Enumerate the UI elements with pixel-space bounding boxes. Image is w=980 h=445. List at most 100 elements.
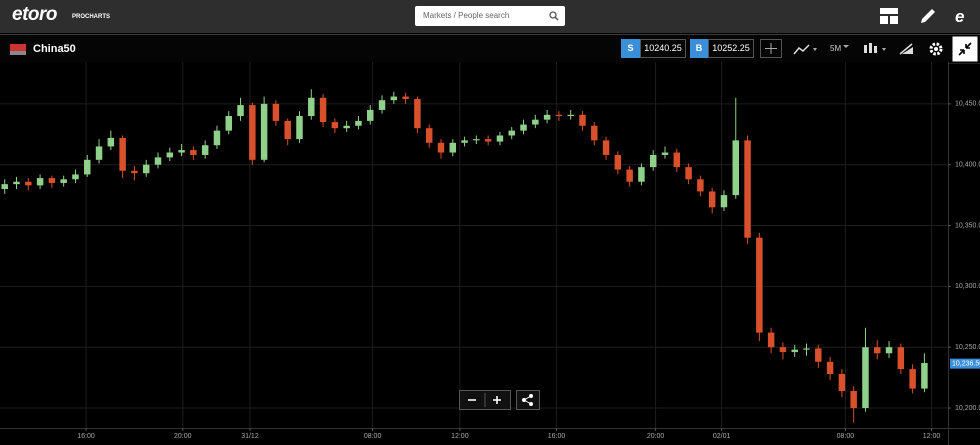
zoom-controls: [459, 390, 511, 410]
candle-body: [402, 96, 409, 99]
candle-body: [685, 167, 692, 180]
flag-icon: [10, 44, 26, 55]
candle-body: [296, 116, 303, 140]
candle-body: [60, 179, 67, 183]
x-tick-label: 20:00: [174, 433, 192, 440]
x-tick-label: 31/12: [241, 433, 259, 440]
candle-body: [1, 184, 8, 190]
y-tick-label: 10,200.0: [955, 405, 980, 412]
candle-body: [437, 142, 445, 153]
candle-body: [166, 152, 174, 158]
candle-body: [225, 116, 232, 131]
candle-body: [897, 347, 905, 370]
candle-body: [921, 363, 928, 389]
indicators-icon[interactable]: [862, 41, 888, 57]
sell-button[interactable]: S: [621, 39, 640, 58]
x-tick-label: 12:00: [451, 433, 469, 440]
draw-icon[interactable]: [918, 6, 936, 26]
candle-body: [673, 152, 681, 168]
candle-body: [13, 181, 20, 185]
candle-body: [744, 140, 751, 238]
svg-text:e: e: [955, 7, 964, 26]
logo[interactable]: etoro: [12, 4, 58, 25]
toolbar: China50 S 10240.25 B 10252.25 5M: [0, 34, 980, 64]
candle-body: [25, 181, 32, 186]
y-tick-label: 10,400.0: [955, 162, 980, 169]
candle-body: [461, 140, 468, 143]
share-button[interactable]: [516, 390, 540, 410]
candle-body: [626, 169, 633, 182]
y-tick-label: 10,300.0: [955, 283, 980, 290]
candle-body: [885, 347, 893, 354]
search-placeholder: Markets / People search: [423, 11, 510, 20]
candle-body: [732, 140, 740, 196]
candle-body: [484, 139, 492, 142]
candle-body: [708, 191, 716, 208]
candle-body: [697, 179, 704, 192]
sell-price[interactable]: 10240.25: [640, 39, 686, 58]
candle-body: [661, 152, 669, 155]
zoom-icons: [468, 393, 501, 407]
search-box[interactable]: Markets / People search: [415, 6, 565, 26]
collapse-button[interactable]: [952, 36, 978, 62]
x-tick-label: 12:00: [923, 433, 941, 440]
candle-body: [532, 119, 539, 125]
candle-body: [579, 114, 586, 126]
candle-body: [414, 98, 421, 129]
candle-body: [84, 159, 91, 175]
candle-body: [826, 361, 834, 374]
candle-body: [909, 369, 916, 389]
interval-caret: [843, 45, 849, 48]
candle-body: [543, 114, 551, 120]
candle-body: [614, 154, 622, 170]
y-tick-label: 10,350.0: [955, 222, 980, 229]
candle-body: [649, 154, 657, 168]
crosshair-icon[interactable]: [760, 39, 782, 58]
candle-body: [378, 100, 386, 110]
buy-price[interactable]: 10252.25: [708, 39, 754, 58]
candle-body: [567, 114, 574, 117]
candle-body: [496, 135, 504, 142]
candle-body: [390, 96, 398, 101]
candle-body: [48, 178, 56, 183]
candle-body: [95, 146, 103, 160]
candle-body: [308, 97, 315, 117]
candle-body: [366, 109, 374, 121]
candle-body: [142, 164, 150, 174]
candle-body: [119, 137, 126, 171]
candle-body: [756, 237, 763, 333]
chart-type-icon[interactable]: [793, 42, 819, 56]
layout-icon[interactable]: [880, 8, 898, 24]
candle-body: [272, 103, 280, 121]
candle-body: [355, 120, 362, 126]
candle-body: [178, 150, 185, 153]
candle-body: [591, 125, 598, 141]
plot-area: [0, 62, 948, 428]
candle-body: [602, 140, 610, 155]
candle-body: [343, 125, 350, 129]
interval[interactable]: 5M: [830, 44, 842, 53]
candle-body: [72, 174, 79, 180]
candle-body: [508, 130, 515, 136]
etoro-icon[interactable]: e: [952, 6, 972, 26]
candle-body: [874, 347, 881, 354]
settings-icon[interactable]: [928, 41, 944, 57]
candle-body: [862, 347, 869, 409]
candle-body: [154, 157, 162, 165]
candle-body: [779, 347, 787, 353]
x-tick-label: 08:00: [364, 433, 382, 440]
candle-body: [520, 124, 527, 131]
y-tick-label: 10,250.0: [955, 344, 980, 351]
chart: 10,200.0 10,250.0 10,300.0 10,350.0 10,400.0…: [0, 62, 980, 445]
candle-body: [249, 105, 256, 160]
candle-body: [237, 105, 244, 117]
x-tick-label: 08:00: [837, 433, 855, 440]
candle-body: [720, 195, 728, 208]
candle-body: [638, 167, 645, 182]
candle-body: [260, 103, 268, 160]
hide-icon[interactable]: [898, 41, 916, 57]
search-icon: [549, 11, 559, 21]
candle-body: [319, 97, 327, 123]
buy-button[interactable]: B: [690, 39, 708, 58]
